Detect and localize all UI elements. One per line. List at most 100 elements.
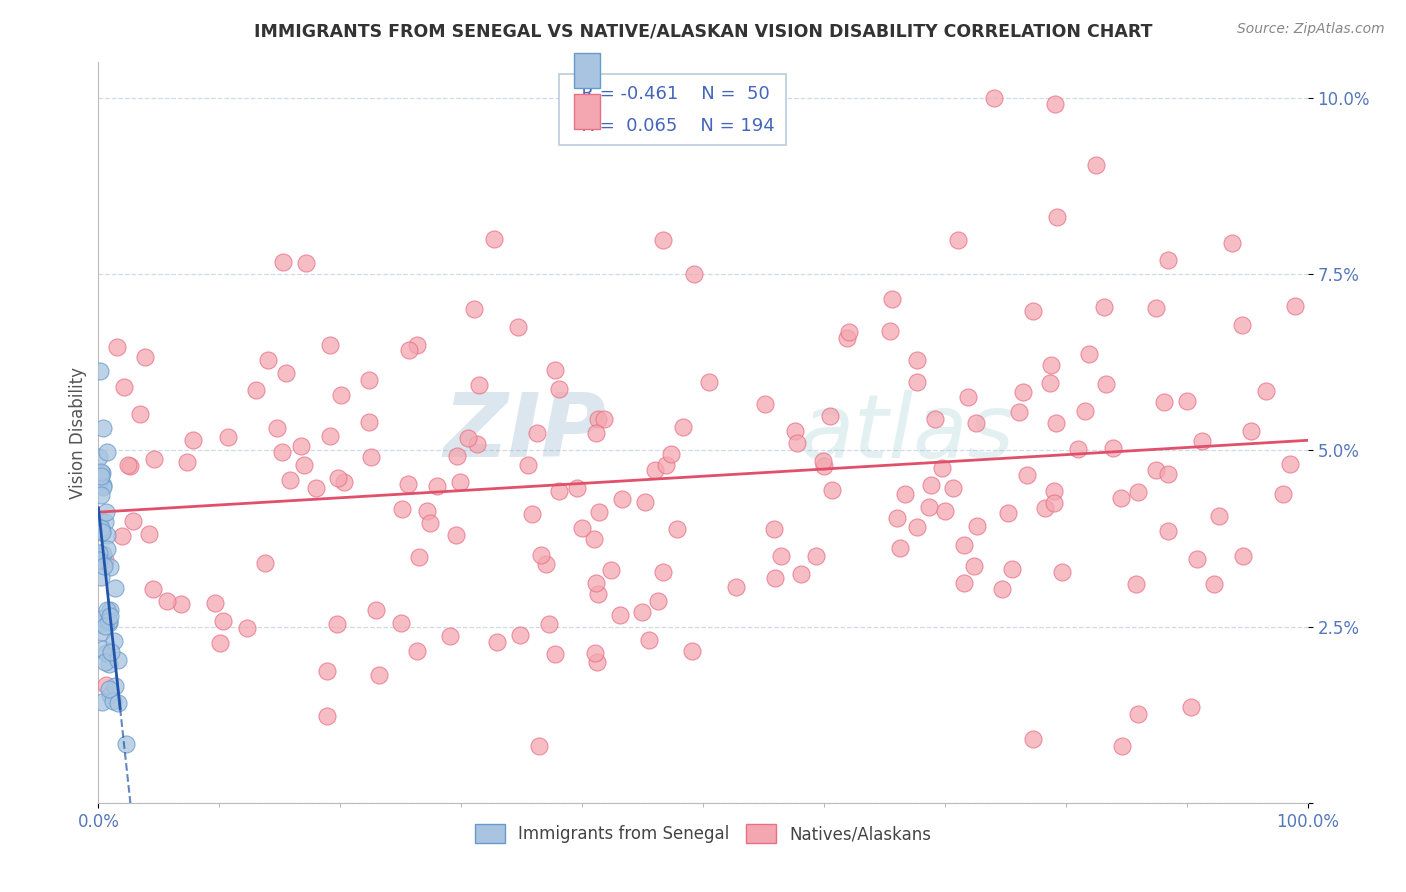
Point bbox=[91, 467, 114, 481]
Point bbox=[96, 528, 118, 542]
Point bbox=[1043, 96, 1066, 111]
Point bbox=[94, 646, 117, 660]
Point bbox=[1146, 301, 1168, 315]
Point bbox=[599, 563, 621, 577]
Point bbox=[652, 565, 675, 579]
Point bbox=[98, 559, 121, 574]
Point bbox=[1156, 524, 1178, 538]
Point bbox=[548, 484, 571, 499]
Point bbox=[544, 647, 567, 661]
Point bbox=[1125, 577, 1147, 591]
Point bbox=[1039, 376, 1062, 391]
Point bbox=[90, 465, 112, 479]
Point bbox=[586, 655, 609, 669]
Point bbox=[274, 367, 297, 381]
Point bbox=[813, 458, 835, 473]
Point bbox=[98, 688, 121, 702]
Point bbox=[449, 475, 471, 490]
Point bbox=[1111, 739, 1133, 754]
Point bbox=[1204, 577, 1226, 591]
Point bbox=[583, 646, 606, 660]
Point bbox=[889, 541, 911, 555]
Point bbox=[1017, 468, 1039, 483]
Point bbox=[724, 580, 747, 594]
Point bbox=[316, 708, 339, 723]
Point bbox=[516, 458, 538, 473]
Point bbox=[583, 532, 606, 546]
Point bbox=[588, 506, 610, 520]
Point bbox=[98, 682, 121, 697]
Point bbox=[90, 524, 112, 539]
Point bbox=[426, 479, 449, 493]
Point bbox=[278, 473, 301, 487]
Point bbox=[121, 514, 143, 528]
Point bbox=[319, 428, 342, 442]
Point bbox=[1157, 252, 1180, 267]
Point bbox=[1240, 424, 1263, 438]
Point bbox=[952, 538, 974, 552]
Point bbox=[966, 519, 988, 533]
Point bbox=[181, 433, 204, 447]
Point bbox=[209, 636, 232, 650]
Point bbox=[804, 549, 827, 563]
Point bbox=[957, 390, 980, 404]
Point bbox=[463, 301, 485, 316]
Point bbox=[1045, 416, 1067, 430]
Point bbox=[683, 267, 706, 281]
Point bbox=[634, 495, 657, 509]
Point bbox=[96, 541, 118, 556]
Point bbox=[446, 450, 468, 464]
Point bbox=[652, 233, 675, 247]
Point bbox=[526, 425, 548, 440]
Point bbox=[212, 614, 235, 628]
Point bbox=[90, 469, 112, 483]
Point bbox=[920, 478, 942, 492]
Point bbox=[527, 739, 550, 754]
Point bbox=[593, 412, 616, 426]
Point bbox=[326, 471, 349, 485]
Point bbox=[610, 492, 633, 507]
Point bbox=[1175, 394, 1198, 409]
Point bbox=[762, 522, 785, 536]
Point bbox=[1153, 394, 1175, 409]
Point bbox=[586, 412, 609, 426]
Point bbox=[396, 476, 419, 491]
Point bbox=[536, 557, 558, 571]
Point bbox=[1284, 298, 1306, 312]
Point bbox=[120, 458, 142, 473]
Point bbox=[444, 528, 467, 542]
Point bbox=[91, 524, 114, 539]
Point bbox=[942, 481, 965, 495]
Point bbox=[585, 425, 607, 440]
Point bbox=[1102, 441, 1125, 455]
Point bbox=[818, 409, 841, 423]
Point bbox=[256, 352, 278, 367]
Text: Source: ZipAtlas.com: Source: ZipAtlas.com bbox=[1237, 22, 1385, 37]
Point bbox=[90, 520, 112, 534]
Point bbox=[506, 320, 529, 334]
Point bbox=[271, 255, 294, 269]
Point bbox=[1254, 384, 1277, 398]
Point bbox=[467, 377, 489, 392]
Point bbox=[681, 644, 703, 658]
Point bbox=[89, 617, 111, 632]
Point bbox=[236, 621, 259, 635]
Point bbox=[905, 353, 928, 368]
Point bbox=[94, 515, 117, 529]
Point bbox=[419, 516, 441, 531]
Point bbox=[104, 679, 127, 693]
Point bbox=[754, 397, 776, 411]
Point bbox=[94, 655, 117, 669]
Point bbox=[1191, 434, 1213, 448]
Point bbox=[142, 582, 165, 596]
Point bbox=[304, 481, 326, 495]
Text: R = -0.461    N =  50
  R =  0.065    N = 194: R = -0.461 N = 50 R = 0.065 N = 194 bbox=[569, 85, 775, 135]
Point bbox=[245, 384, 267, 398]
Point bbox=[266, 420, 288, 434]
Point bbox=[360, 450, 382, 464]
Point bbox=[983, 91, 1005, 105]
Point bbox=[96, 444, 118, 458]
Point bbox=[697, 375, 720, 389]
Point bbox=[156, 594, 179, 608]
Point bbox=[405, 338, 427, 352]
